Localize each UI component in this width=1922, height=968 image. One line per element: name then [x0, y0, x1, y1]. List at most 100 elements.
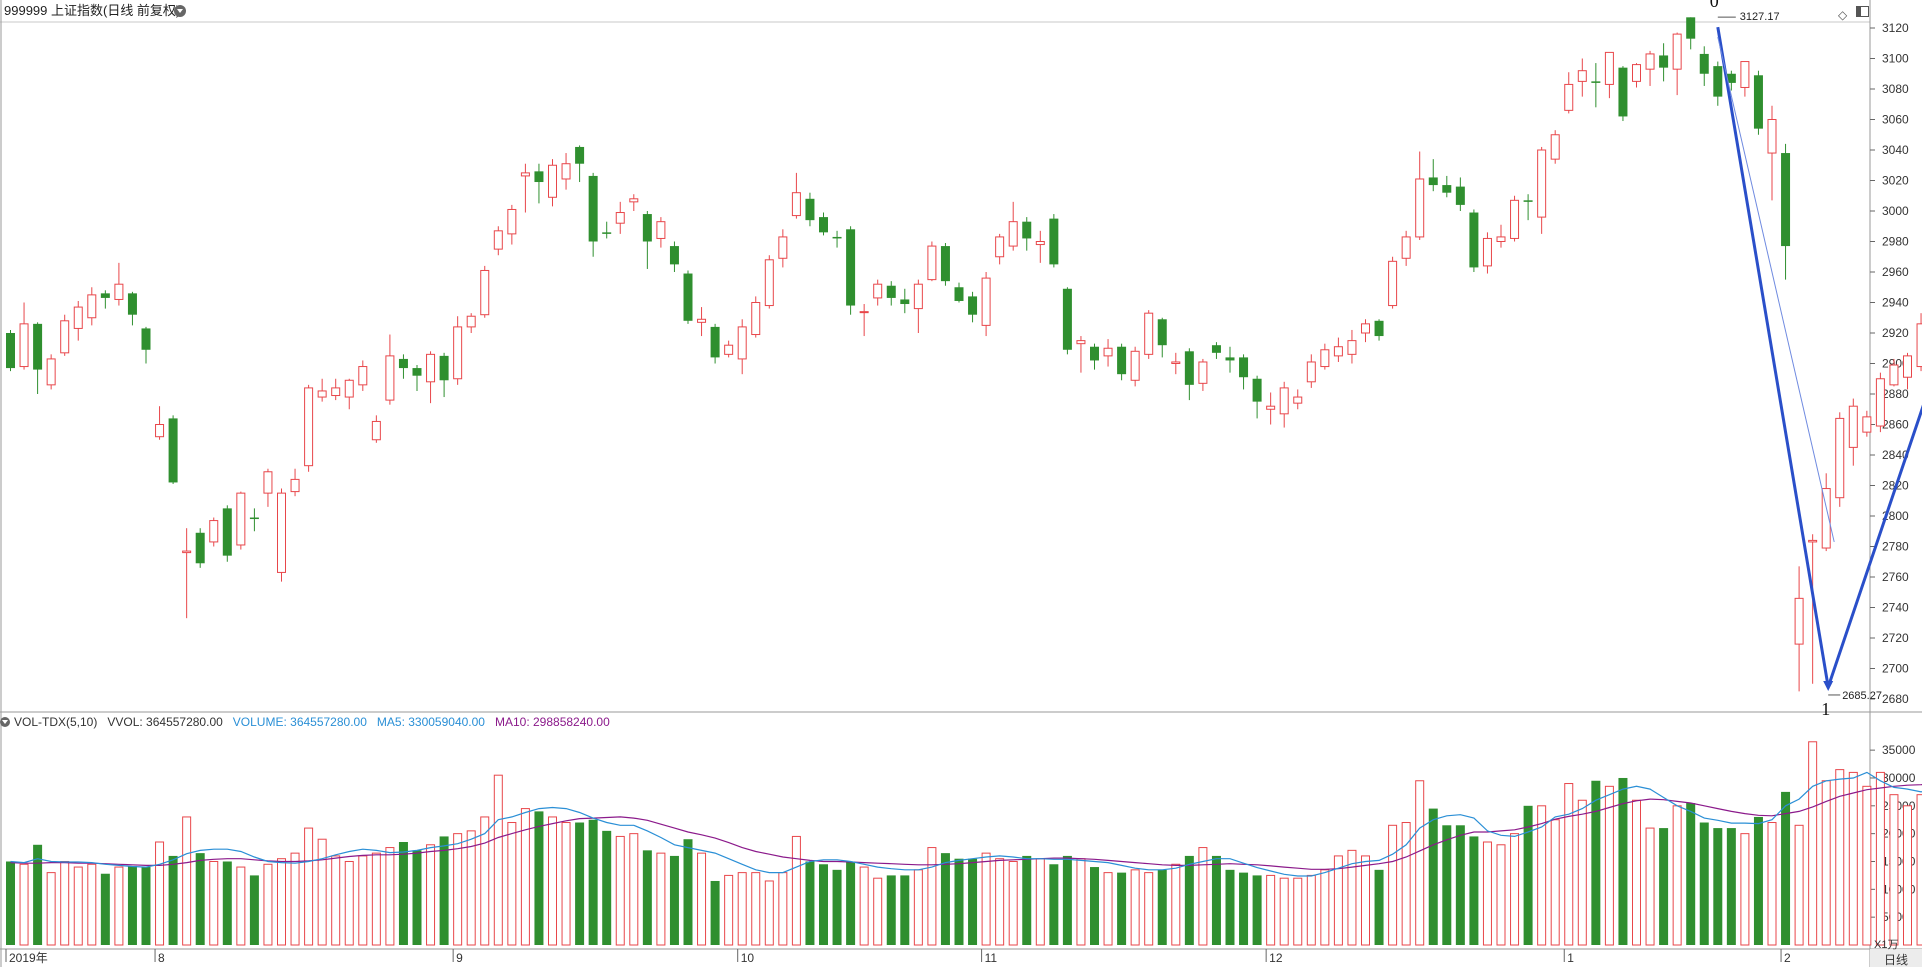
candle-body: [115, 284, 123, 299]
candle-body: [602, 232, 611, 234]
volume-bar: [792, 836, 800, 945]
volume-bar: [1917, 795, 1922, 945]
volume-bar: [1375, 870, 1384, 945]
volume-bar: [47, 873, 55, 945]
volume-bar: [1713, 828, 1722, 945]
candle-body: [169, 418, 178, 482]
candle-body: [900, 299, 909, 304]
volume-bar: [955, 859, 964, 945]
price-tick-label: 2920: [1882, 326, 1909, 340]
candle-body: [1104, 348, 1112, 356]
volume-bar: [223, 861, 232, 945]
volume-bar: [399, 842, 408, 945]
time-tick-label: 2019年: [9, 951, 48, 965]
candle-body: [1565, 84, 1573, 110]
candle-body: [1429, 177, 1438, 185]
volume-bar: [1469, 836, 1478, 945]
volume-bar: [1036, 859, 1044, 945]
candle-body: [305, 388, 313, 466]
candle-body: [6, 333, 15, 368]
volume-bar: [1876, 772, 1884, 945]
candle-body: [494, 231, 502, 249]
candle-body: [250, 518, 259, 520]
volume-tick-label: 30000: [1882, 771, 1916, 785]
volume-bar: [305, 828, 313, 945]
candle-body: [291, 479, 299, 491]
candle-body: [819, 217, 828, 232]
volume-bar: [1416, 781, 1424, 945]
time-tick-label: 10: [741, 951, 755, 965]
volume-tick-label: 35000: [1882, 743, 1916, 757]
volume-bar: [1578, 800, 1586, 945]
candle-body: [968, 296, 977, 314]
candle-body: [1890, 365, 1898, 385]
volume-bar: [846, 861, 855, 945]
volume-bar: [575, 823, 584, 945]
volume-bar: [413, 850, 422, 945]
volume-bar: [427, 845, 435, 945]
candle-body: [1673, 34, 1681, 69]
candle-body: [549, 165, 557, 197]
candle-body: [1416, 179, 1424, 237]
volume-bar: [1700, 823, 1709, 945]
candle-body: [1239, 357, 1248, 377]
volume-bar: [602, 831, 611, 945]
wave-label-1: 1: [1821, 699, 1830, 719]
candle-body: [996, 237, 1004, 257]
price-tick-label: 2860: [1882, 418, 1909, 432]
candle-body: [47, 359, 55, 385]
candle-body: [982, 278, 990, 325]
chevron-down-icon[interactable]: [0, 717, 10, 727]
candle-body: [128, 293, 137, 314]
volume-bar: [494, 775, 502, 945]
candle-body: [1049, 219, 1058, 265]
candle-body: [196, 533, 205, 564]
volume-bar: [900, 875, 909, 945]
candle-body: [223, 508, 232, 555]
candle-body: [427, 354, 435, 381]
volume-bar: [481, 817, 489, 945]
candle-body: [1768, 120, 1776, 154]
candle-body: [1280, 388, 1288, 414]
candle-body: [359, 367, 367, 385]
candle-body: [1511, 200, 1519, 238]
volume-bar: [250, 875, 259, 945]
volume-bar: [332, 856, 340, 945]
volume-bar: [386, 848, 394, 945]
period-tab[interactable]: 日线: [1884, 951, 1908, 968]
candle-body: [1700, 54, 1709, 74]
candle-body: [1145, 313, 1153, 354]
volume-bar: [684, 839, 693, 945]
volume-bar: [630, 834, 638, 945]
volume-bar: [711, 881, 720, 945]
candle-body: [156, 425, 164, 437]
candle-body: [20, 324, 28, 367]
volume-bar: [562, 823, 570, 945]
candle-body: [1713, 66, 1722, 97]
candle-body: [1836, 418, 1844, 497]
volume-bar: [1389, 825, 1397, 945]
price-tick-label: 3000: [1882, 204, 1909, 218]
candle-body: [805, 199, 814, 220]
candle-body: [1117, 347, 1126, 374]
volume-bar: [549, 817, 557, 945]
time-tick-label: 11: [985, 951, 998, 965]
volume-bar: [1239, 873, 1248, 945]
volume-bar: [142, 867, 151, 945]
candle-body: [846, 229, 855, 305]
volume-bar: [657, 853, 665, 945]
candle-body: [481, 270, 489, 314]
price-tick-label: 2680: [1882, 692, 1909, 706]
candle-body: [941, 246, 950, 281]
candle-body: [1334, 347, 1342, 356]
candle-body: [1605, 52, 1613, 84]
volume-bar: [643, 850, 652, 945]
volume-bar: [968, 859, 977, 945]
volume-bar: [725, 875, 733, 945]
candle-body: [1077, 341, 1085, 344]
volume-bar: [440, 836, 449, 945]
price-tick-label: 3040: [1882, 143, 1909, 157]
price-tick-label: 3120: [1882, 21, 1909, 35]
price-tick-label: 3020: [1882, 174, 1909, 188]
